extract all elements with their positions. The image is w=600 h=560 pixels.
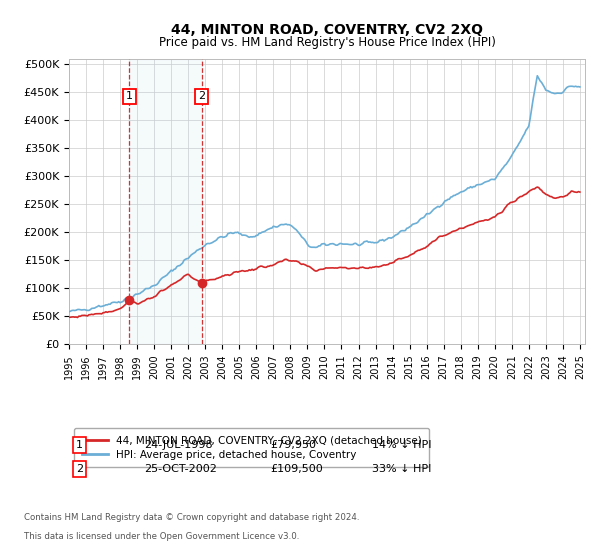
Text: £109,500: £109,500 xyxy=(270,464,323,474)
Text: 1: 1 xyxy=(76,440,83,450)
Text: Price paid vs. HM Land Registry's House Price Index (HPI): Price paid vs. HM Land Registry's House … xyxy=(158,36,496,49)
Text: 25-OCT-2002: 25-OCT-2002 xyxy=(144,464,217,474)
Text: This data is licensed under the Open Government Licence v3.0.: This data is licensed under the Open Gov… xyxy=(24,532,299,541)
Title: 44, MINTON ROAD, COVENTRY, CV2 2XQ: 44, MINTON ROAD, COVENTRY, CV2 2XQ xyxy=(171,23,483,37)
Text: 2: 2 xyxy=(198,91,205,101)
Text: £79,950: £79,950 xyxy=(270,440,316,450)
Legend: 44, MINTON ROAD, COVENTRY, CV2 2XQ (detached house), HPI: Average price, detache: 44, MINTON ROAD, COVENTRY, CV2 2XQ (deta… xyxy=(74,428,429,468)
Bar xyxy=(130,59,202,344)
Text: 14% ↓ HPI: 14% ↓ HPI xyxy=(372,440,431,450)
Text: 33% ↓ HPI: 33% ↓ HPI xyxy=(372,464,431,474)
Text: 24-JUL-1998: 24-JUL-1998 xyxy=(144,440,212,450)
Text: 2: 2 xyxy=(76,464,83,474)
Text: Contains HM Land Registry data © Crown copyright and database right 2024.: Contains HM Land Registry data © Crown c… xyxy=(24,514,359,522)
Text: 1: 1 xyxy=(126,91,133,101)
